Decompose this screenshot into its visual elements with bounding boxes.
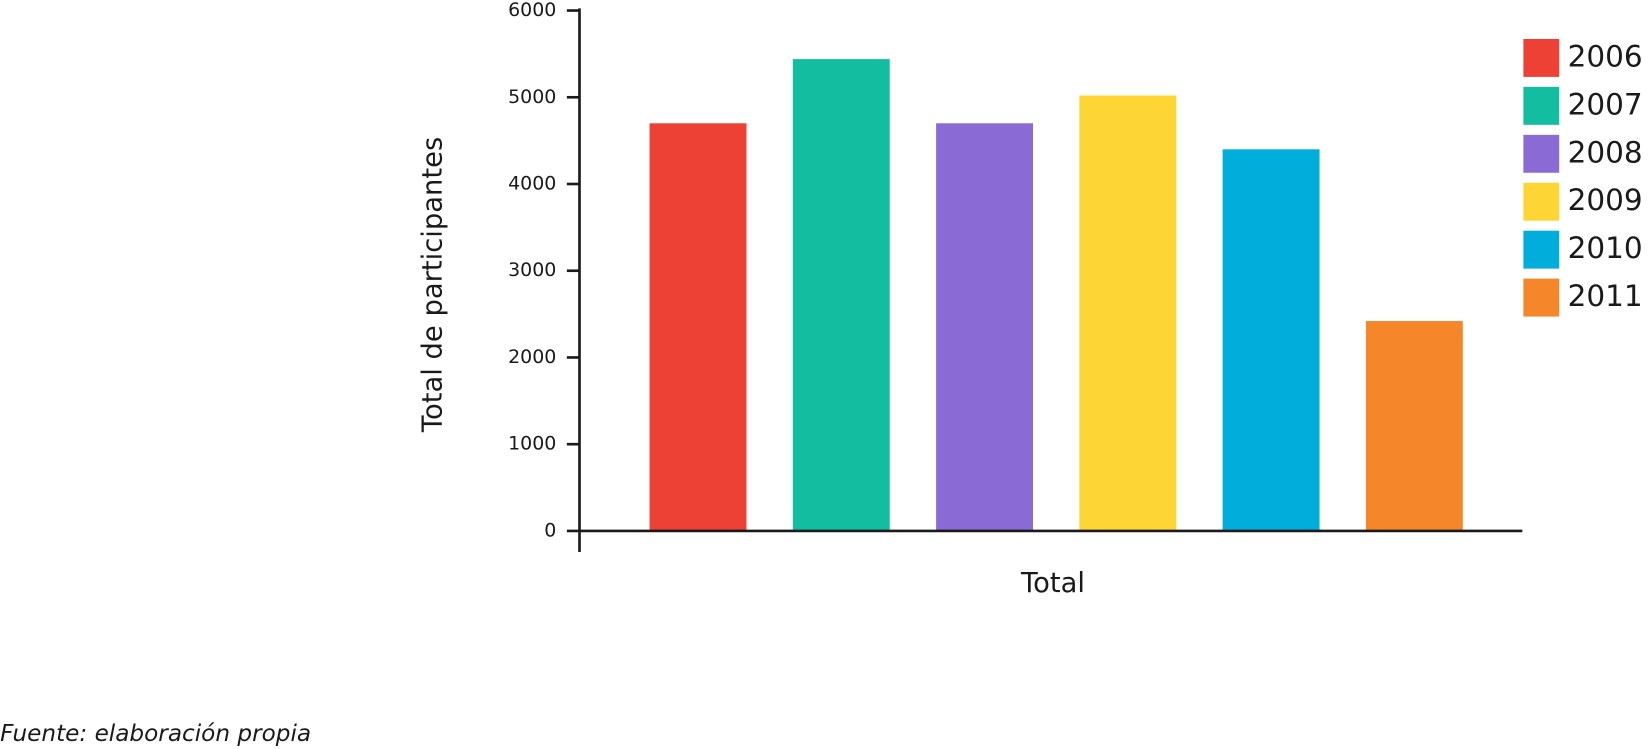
legend-swatch: [1523, 182, 1560, 221]
y-tick-label: 2000: [508, 346, 556, 368]
legend-label: 2010: [1568, 231, 1643, 265]
legend-label: 2011: [1568, 279, 1643, 313]
y-axis-title: Total de participantes: [418, 137, 449, 433]
legend-swatch: [1523, 86, 1560, 125]
y-tick-label: 3000: [508, 259, 556, 281]
y-tick-label: 0: [544, 519, 556, 541]
legend-label: 2009: [1568, 183, 1643, 217]
bar: [1365, 321, 1463, 531]
y-tick-label: 6000: [508, 0, 556, 21]
legend-label: 2006: [1568, 39, 1643, 73]
source-note: Fuente: elaboración propia: [0, 720, 311, 747]
legend-label: 2008: [1568, 135, 1643, 169]
bar: [792, 59, 890, 531]
legend-swatch: [1523, 230, 1560, 269]
y-tick-label: 1000: [508, 433, 556, 455]
y-tick-label: 4000: [508, 173, 556, 195]
legend-label: 2007: [1568, 87, 1643, 121]
bar: [1222, 149, 1320, 531]
legend-swatch: [1523, 278, 1560, 317]
bar: [1079, 95, 1177, 531]
bar: [936, 123, 1034, 531]
legend-swatch: [1523, 134, 1560, 173]
legend-swatch: [1523, 38, 1560, 77]
y-tick-label: 5000: [508, 86, 556, 108]
bar: [649, 123, 747, 531]
x-tick-label: Total: [1020, 568, 1085, 599]
